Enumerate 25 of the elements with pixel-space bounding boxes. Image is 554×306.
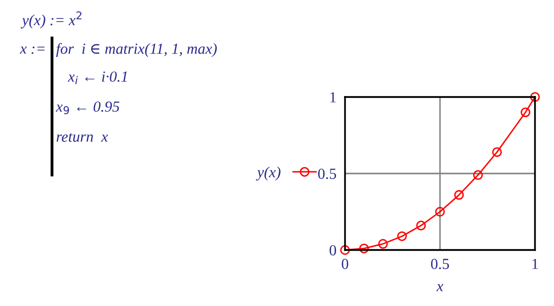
y-tick-label: 0 [330, 245, 336, 256]
point [492, 147, 502, 157]
point [416, 220, 426, 230]
point [359, 244, 369, 254]
text: return x [56, 133, 108, 142]
legend-label: y(x) [256, 166, 280, 180]
text: x$_{i}$ ← i·0.1 [68, 71, 127, 84]
point [378, 239, 388, 249]
text: x$_{9}$ ← 0.95 [56, 101, 120, 114]
point [340, 245, 350, 255]
point [473, 170, 483, 180]
text: for i ∈ matrix(11, 1, max) [56, 42, 217, 58]
x-tick-label: 0 [342, 258, 348, 270]
y-tick-label: 1 [330, 92, 336, 102]
point [435, 206, 445, 217]
x-tick-label: 1 [532, 258, 538, 269]
x-tick-label: 0.5 [431, 258, 449, 270]
point [454, 190, 464, 200]
x-axis-title: x [436, 284, 444, 292]
point [530, 92, 540, 102]
text: y(x) := x$^{2}$ [20, 11, 82, 28]
y-tick-label: 0.5 [318, 168, 336, 180]
point [397, 231, 407, 242]
point [520, 107, 530, 118]
text: x := [20, 46, 45, 54]
